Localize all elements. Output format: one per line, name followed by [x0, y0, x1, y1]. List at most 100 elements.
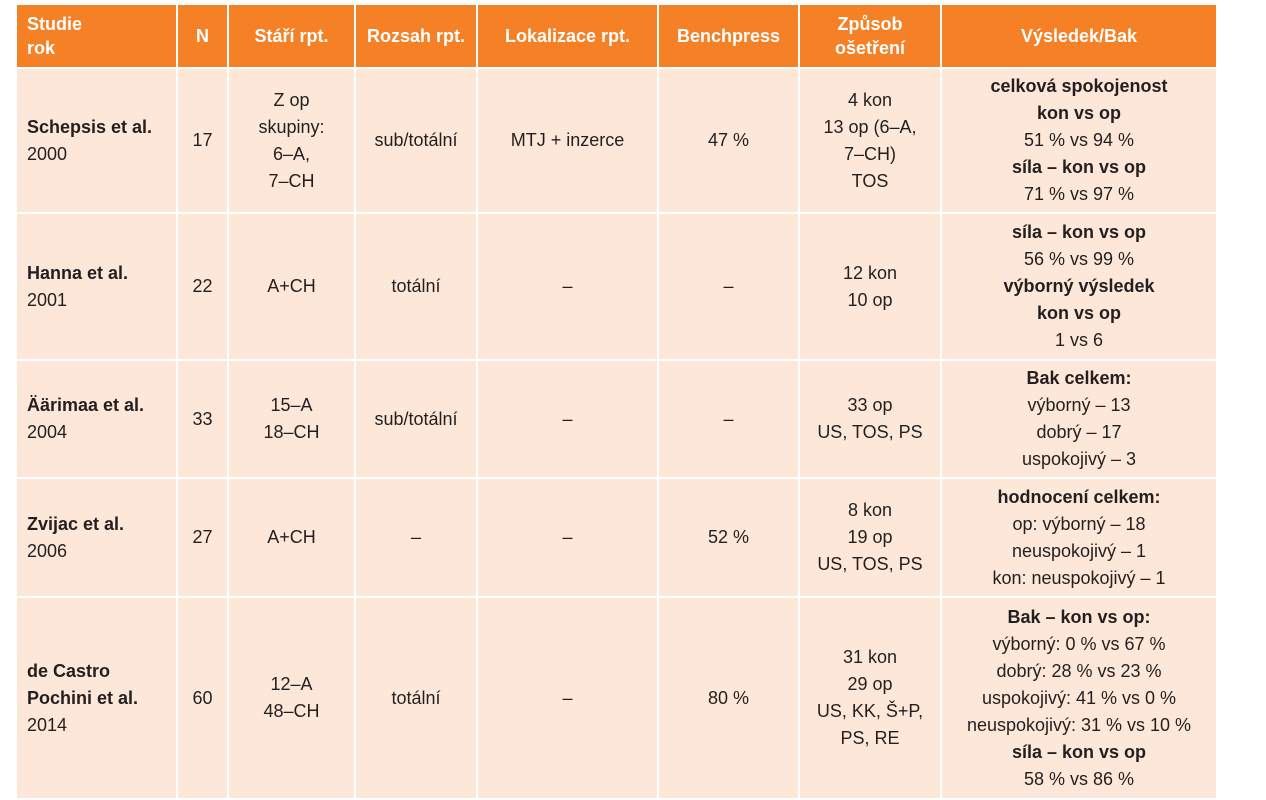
header-row: Studie rok N Stáří rpt. Rozsah rpt. Loka… [15, 3, 1218, 69]
table-row: Äärimaa et al. 2004 33 15–A 18–CH sub/totální… [15, 359, 1218, 479]
location-cell: – [476, 596, 659, 800]
header-extent: Rozsah rpt. [354, 3, 478, 69]
result-cell: hodnocení celkem: op: výborný – 18 neuspok… [940, 477, 1218, 598]
treatment-cell-line: 13 op (6–A, [823, 116, 917, 137]
benchpress-cell: 80 % [657, 596, 800, 800]
extent-cell-line: totální [391, 276, 441, 296]
treatment-cell-line: 8 kon [847, 500, 893, 520]
result-cell: síla – kon vs op 56 % vs 99 % výborný výsl… [940, 212, 1218, 361]
result-line: kon vs op [1036, 303, 1121, 323]
study-cell: Schepsis et al. 2000 [15, 67, 178, 214]
benchpress-cell-line: 80 % [707, 687, 750, 708]
treatment-cell: 4 kon 13 op (6–A, 7–CH) TOS [798, 67, 942, 214]
study-name: Äärimaa et al. [27, 395, 145, 415]
study-year: 2014 [27, 714, 68, 735]
location-cell: – [476, 212, 659, 361]
treatment-cell-line: 19 op [847, 527, 893, 547]
study-year: 2004 [27, 422, 68, 442]
benchpress-cell: – [657, 359, 800, 479]
study-name: Pochini et al. [27, 687, 139, 708]
benchpress-cell-line: – [723, 408, 734, 429]
result-line: 58 % vs 86 % [1023, 768, 1135, 789]
result-line: 1 vs 6 [1054, 330, 1104, 350]
location-cell-line: – [562, 276, 573, 296]
treatment-cell-line: 29 op [847, 674, 893, 694]
benchpress-cell: – [657, 212, 800, 361]
result-line: op: výborný – 18 [1012, 513, 1146, 534]
benchpress-cell-line: – [723, 276, 734, 296]
age-cell-line: 18–CH [263, 422, 320, 442]
extent-cell: – [354, 477, 478, 598]
result-line: kon vs op [1036, 103, 1121, 123]
extent-cell-line: totální [391, 687, 441, 708]
age-cell: A+CH [227, 212, 356, 361]
location-cell: MTJ + inzerce [476, 67, 659, 214]
n-cell: 27 [176, 477, 229, 598]
age-cell-line: 48–CH [263, 701, 320, 721]
study-cell: Zvijac et al. 2006 [15, 477, 178, 598]
age-cell: 12–A 48–CH [227, 596, 356, 800]
age-cell-line: 7–CH [268, 170, 315, 191]
treatment-cell-line: US, KK, Š+P, [816, 701, 924, 721]
age-cell-line: A+CH [267, 276, 316, 296]
age-cell-line: A+CH [267, 527, 316, 547]
header-study: Studie rok [15, 3, 178, 69]
result-line: Bak – kon vs op: [1007, 606, 1151, 627]
location-cell: – [476, 359, 659, 479]
study-year: 2000 [27, 143, 68, 164]
result-line: Bak celkem: [1026, 368, 1132, 388]
table-body: Schepsis et al. 2000 17 Z op skupiny: 6–A, 7–C… [15, 67, 1218, 800]
age-cell-line: 15–A [270, 395, 313, 415]
result-line: síla – kon vs op [1011, 222, 1147, 242]
result-cell: Bak – kon vs op: výborný: 0 % vs 67 % dobr… [940, 596, 1218, 800]
result-line: síla – kon vs op [1011, 157, 1147, 177]
treatment-cell-line: 33 op [847, 395, 893, 415]
header-result: Výsledek/Bak [940, 3, 1218, 69]
treatment-cell-line: 4 kon [847, 89, 893, 110]
study-year: 2001 [27, 289, 68, 310]
age-cell-line: 12–A [270, 674, 313, 694]
header-n: N [176, 3, 229, 69]
benchpress-cell: 47 % [657, 67, 800, 214]
extent-cell-line: – [410, 527, 421, 547]
result-cell: Bak celkem: výborný – 13 dobrý – 17 uspokoj… [940, 359, 1218, 479]
n-cell: 22 [176, 212, 229, 361]
benchpress-cell-line: 47 % [707, 130, 750, 150]
age-cell: A+CH [227, 477, 356, 598]
treatment-cell-line: 7–CH) [843, 143, 896, 164]
age-cell-line: skupiny: [258, 116, 325, 137]
treatment-cell-line: 10 op [847, 289, 893, 310]
benchpress-cell: 52 % [657, 477, 800, 598]
extent-cell: sub/totální [354, 67, 478, 214]
location-cell-line: – [562, 527, 573, 547]
study-year: 2006 [27, 540, 68, 561]
table-row: Zvijac et al. 2006 27 A+CH – – 52 % 8 kon 19 op U… [15, 477, 1218, 598]
treatment-cell: 12 kon 10 op [798, 212, 942, 361]
extent-cell: totální [354, 596, 478, 800]
result-line: dobrý – 17 [1036, 422, 1122, 442]
result-line: hodnocení celkem: [997, 486, 1161, 507]
result-line: výborný – 13 [1027, 395, 1131, 415]
treatment-cell: 8 kon 19 op US, TOS, PS [798, 477, 942, 598]
treatment-cell-line: US, TOS, PS [817, 422, 923, 442]
extent-cell: sub/totální [354, 359, 478, 479]
header-location: Lokalizace rpt. [476, 3, 659, 69]
result-line: dobrý: 28 % vs 23 % [996, 660, 1162, 681]
treatment-cell-line: TOS [851, 170, 889, 191]
header-age: Stáří rpt. [227, 3, 356, 69]
age-cell: 15–A 18–CH [227, 359, 356, 479]
result-line: výborný: 0 % vs 67 % [992, 633, 1166, 654]
study-name: Zvijac et al. [27, 513, 125, 534]
location-cell-line: – [562, 408, 573, 429]
treatment-cell-line: US, TOS, PS [817, 554, 923, 574]
result-line: uspokojivý – 3 [1021, 449, 1137, 469]
study-name: de Castro [27, 660, 111, 681]
location-cell-line: MTJ + inzerce [510, 130, 625, 150]
study-cell: Äärimaa et al. 2004 [15, 359, 178, 479]
n-cell: 33 [176, 359, 229, 479]
treatment-cell: 31 kon 29 op US, KK, Š+P, PS, RE [798, 596, 942, 800]
result-line: neuspokojivý: 31 % vs 10 % [966, 714, 1192, 735]
result-line: 51 % vs 94 % [1023, 130, 1135, 150]
result-line: celková spokojenost [990, 76, 1168, 96]
benchpress-cell-line: 52 % [707, 527, 750, 547]
